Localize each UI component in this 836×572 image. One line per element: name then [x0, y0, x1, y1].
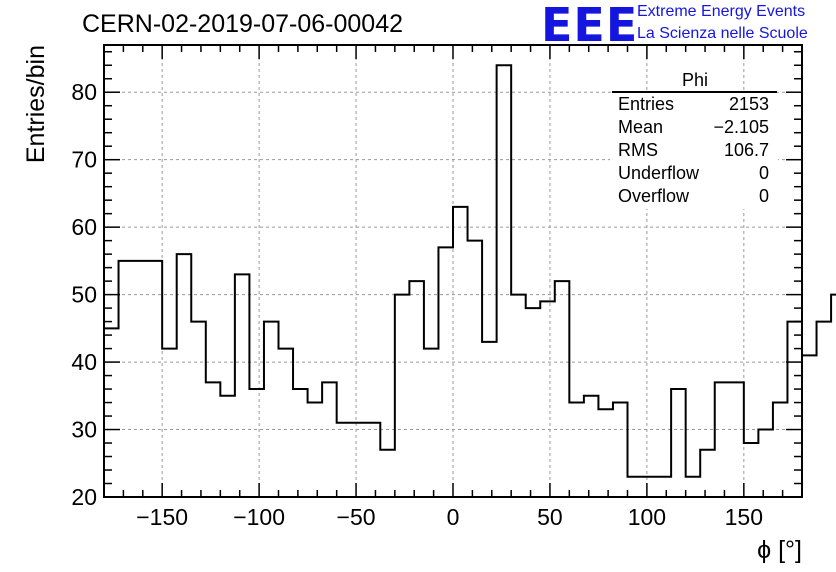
histogram-bin	[817, 322, 832, 497]
histogram-bin	[715, 382, 730, 497]
histogram-bin	[177, 254, 192, 497]
histogram-bin	[380, 450, 395, 497]
histogram-outline	[104, 64, 836, 478]
x-axis-title: ϕ [°]	[757, 536, 802, 564]
histogram-bin	[613, 403, 628, 497]
stats-value-rms: 106.7	[724, 140, 769, 160]
histogram-bin	[235, 274, 250, 497]
histogram-bin	[802, 355, 817, 497]
histogram-bin	[555, 281, 570, 497]
histogram-bin	[308, 403, 323, 497]
histogram-bin	[104, 328, 119, 497]
histogram-bin	[162, 349, 177, 497]
histogram-bin	[206, 382, 221, 497]
stats-value-overflow: 0	[759, 186, 769, 206]
y-tick-label: 70	[71, 147, 97, 173]
histogram-bin	[468, 241, 483, 497]
histogram-bin	[220, 396, 235, 497]
histogram-bin	[598, 409, 613, 497]
histogram-bin	[279, 349, 294, 497]
histogram-bin	[322, 382, 337, 497]
histogram-bin	[831, 295, 836, 497]
histogram-bin	[293, 389, 308, 497]
stats-label-underflow: Underflow	[618, 163, 700, 183]
y-tick-label: 20	[71, 484, 97, 510]
y-tick-label: 50	[71, 282, 97, 308]
stats-title: Phi	[682, 70, 708, 90]
histogram-bin	[526, 308, 541, 497]
histogram-bin	[482, 342, 497, 497]
histogram-bin	[686, 477, 701, 497]
histogram-bin	[133, 261, 148, 497]
histogram-bin	[395, 295, 410, 497]
histogram-bin	[773, 403, 788, 497]
histogram-bin	[119, 261, 134, 497]
x-tick-label: 100	[628, 504, 666, 530]
histogram-bin	[744, 443, 759, 497]
y-tick-label: 30	[71, 417, 97, 443]
stats-value-mean: −2.105	[713, 117, 769, 137]
histogram-bin	[191, 322, 206, 497]
histogram-bin	[569, 403, 584, 497]
stats-label-overflow: Overflow	[618, 186, 690, 206]
run-title: CERN-02-2019-07-06-00042	[82, 10, 404, 38]
x-tick-label: 50	[537, 504, 563, 530]
histogram-bin	[540, 301, 555, 497]
histogram-bin	[453, 207, 468, 497]
histogram-bin	[584, 396, 599, 497]
stats-box	[610, 93, 778, 209]
stats-label-mean: Mean	[618, 117, 663, 137]
histogram-bin	[729, 382, 744, 497]
stats-value-entries: 2153	[729, 94, 769, 114]
histogram-bin	[671, 389, 686, 497]
histogram-bin	[497, 65, 512, 497]
histogram-bin	[511, 295, 526, 497]
y-axis-title: Entries/bin	[22, 45, 50, 163]
histogram-bin	[657, 477, 672, 497]
histogram-bin	[249, 389, 264, 497]
stats-value-underflow: 0	[759, 163, 769, 183]
histogram-bin	[758, 430, 773, 497]
histogram-bin	[628, 477, 643, 497]
histogram-bin	[700, 450, 715, 497]
x-tick-label: −150	[136, 504, 188, 530]
stats-label-rms: RMS	[618, 140, 658, 160]
histogram-bin	[409, 281, 424, 497]
histogram-bin	[351, 423, 366, 497]
histogram-bin	[337, 423, 352, 497]
x-tick-label: 150	[725, 504, 763, 530]
y-tick-label: 60	[71, 214, 97, 240]
histogram-bin	[148, 261, 163, 497]
eee-logo-line1: Extreme Energy Events	[637, 3, 806, 20]
y-tick-label: 80	[71, 79, 97, 105]
y-tick-label: 40	[71, 349, 97, 375]
x-tick-label: 0	[447, 504, 460, 530]
x-tick-label: −100	[233, 504, 285, 530]
histogram-bin	[366, 423, 381, 497]
histogram-bin	[424, 349, 439, 497]
histogram-bin	[438, 247, 453, 497]
histogram-bin	[264, 322, 279, 497]
eee-logo-line2: La Scienza nelle Scuole	[637, 25, 808, 42]
stats-label-entries: Entries	[618, 94, 674, 114]
eee-logo: EEE	[541, 0, 639, 52]
histogram-bin	[642, 477, 657, 497]
x-tick-label: −50	[337, 504, 376, 530]
